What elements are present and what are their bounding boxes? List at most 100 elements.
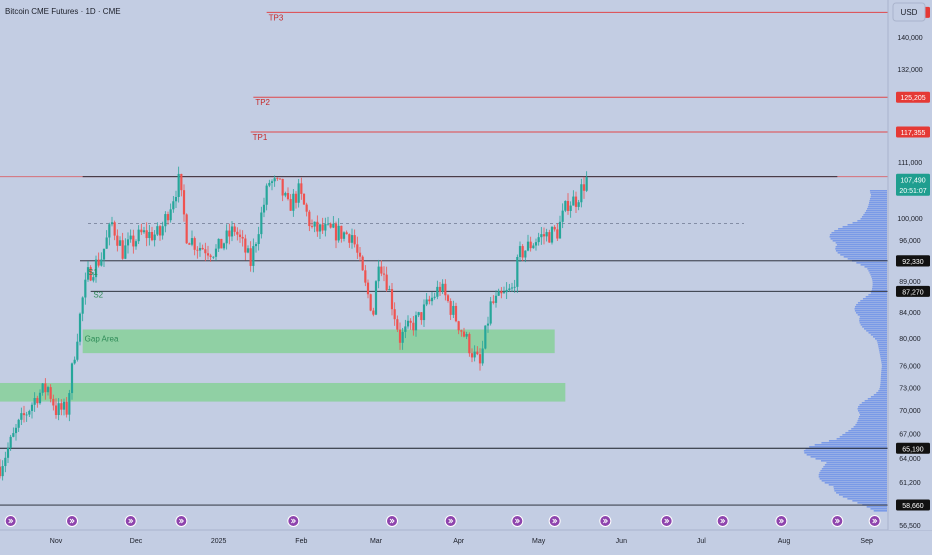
candle-body xyxy=(65,401,68,415)
candle-body xyxy=(158,226,162,236)
candle-body xyxy=(0,466,2,477)
candle-body xyxy=(134,241,138,247)
candle-body xyxy=(182,190,186,215)
candle-body xyxy=(470,353,474,358)
event-icon-glyph xyxy=(448,518,454,524)
candle-body xyxy=(22,413,26,416)
volume-profile-bar xyxy=(826,462,887,464)
candle-body xyxy=(156,226,159,235)
event-icon-glyph xyxy=(179,518,184,524)
time-axis[interactable]: Nov Dec 2025 Feb Mar Apr May Jun Jul Aug Sep xyxy=(50,538,873,545)
candle-body xyxy=(358,252,362,257)
event-icon-glyph xyxy=(779,518,784,524)
price-label-text: 107,490 xyxy=(900,177,925,184)
candle-body xyxy=(28,410,31,415)
volume-profile-bar xyxy=(881,360,887,362)
volume-profile-bar xyxy=(870,396,887,398)
volume-profile-bar xyxy=(877,344,887,346)
volume-profile-bar xyxy=(870,292,887,294)
candle-body xyxy=(324,224,327,231)
candle-body xyxy=(569,205,572,211)
candle-body xyxy=(444,283,447,296)
volume-profile-bar xyxy=(832,240,887,242)
volume-profile-bar xyxy=(857,408,887,410)
volume-profile-bar xyxy=(857,502,887,504)
event-icon-glyph xyxy=(720,518,726,524)
price-label-text: 58,660 xyxy=(902,503,924,510)
support-label: S2 xyxy=(93,290,103,299)
time-tick-label: 2025 xyxy=(211,538,227,545)
candle-body xyxy=(41,383,44,393)
volume-profile-bar xyxy=(859,318,887,320)
volume-profile-bar xyxy=(878,346,887,348)
volume-profile-bar xyxy=(878,390,887,392)
candle-body xyxy=(180,173,183,191)
time-tick-label: Nov xyxy=(50,538,63,545)
candle-body xyxy=(468,334,471,354)
candle-body xyxy=(145,230,148,239)
candle-body xyxy=(20,413,23,420)
currency-button-frame[interactable] xyxy=(892,2,926,22)
volume-profile-bar xyxy=(834,490,887,492)
candle-body xyxy=(457,321,460,331)
candle-body xyxy=(577,202,580,207)
candle-body xyxy=(393,309,396,320)
volume-profile-bar xyxy=(863,214,887,216)
candle-body xyxy=(452,305,455,315)
candle-body xyxy=(414,315,418,331)
volume-profile-bar xyxy=(869,190,887,192)
horizontal-levels[interactable] xyxy=(0,11,888,506)
candle-body xyxy=(108,224,111,238)
candle-body xyxy=(380,266,383,274)
candle-body xyxy=(497,291,500,296)
candle-body xyxy=(494,295,498,303)
volume-profile-bar xyxy=(838,228,887,230)
volume-profile-bar xyxy=(869,200,887,202)
symbol-title[interactable]: Bitcoin CME Futures · 1D · CME xyxy=(5,7,121,16)
volume-profile-bar xyxy=(859,322,887,324)
candle-body xyxy=(150,232,154,241)
volume-profile-bar xyxy=(835,246,887,248)
economic-events-row[interactable] xyxy=(4,515,881,527)
candle-body xyxy=(188,243,191,245)
volume-profile-bar xyxy=(859,316,887,318)
volume-profile-bar xyxy=(860,300,887,302)
candle-body xyxy=(281,178,284,196)
candle-body xyxy=(86,267,90,280)
candle-body xyxy=(9,436,12,448)
volume-profile-bar xyxy=(879,354,887,356)
candle-body xyxy=(510,287,514,289)
price-label-text: 65,190 xyxy=(902,446,924,453)
candle-body xyxy=(244,238,247,253)
candle-body xyxy=(545,232,548,237)
candle-body xyxy=(505,289,508,293)
candle-body xyxy=(137,229,140,242)
currency-button[interactable]: USD xyxy=(901,8,918,17)
volume-profile-bar xyxy=(860,324,887,326)
volume-profile-bar xyxy=(836,244,887,246)
volume-profile-bar xyxy=(867,206,887,208)
volume-profile-bar xyxy=(868,204,887,206)
volume-profile-bar xyxy=(870,334,887,336)
candle-body xyxy=(126,239,130,246)
volume-profile-bar xyxy=(862,326,887,328)
volume-profile-bar xyxy=(857,302,887,304)
volume-profile-bar xyxy=(818,474,887,476)
candle-body xyxy=(564,200,567,211)
candle-body xyxy=(420,312,423,321)
candle-body xyxy=(385,274,388,291)
volume-profile-bar xyxy=(837,252,887,254)
volume-profile-bar xyxy=(870,274,887,276)
candle-body xyxy=(542,234,546,237)
volume-profile-bar xyxy=(880,378,887,380)
volume-profile-bar xyxy=(879,352,887,354)
price-label-box xyxy=(896,285,930,297)
price-axis[interactable]: 148,000140,000132,000125,000118,000111,0… xyxy=(897,5,922,530)
volume-profile-bar xyxy=(868,270,887,272)
price-label-box xyxy=(896,442,930,454)
candle-body xyxy=(465,334,468,337)
candle-body xyxy=(246,248,250,253)
price-tick-label: 70,000 xyxy=(899,408,921,415)
